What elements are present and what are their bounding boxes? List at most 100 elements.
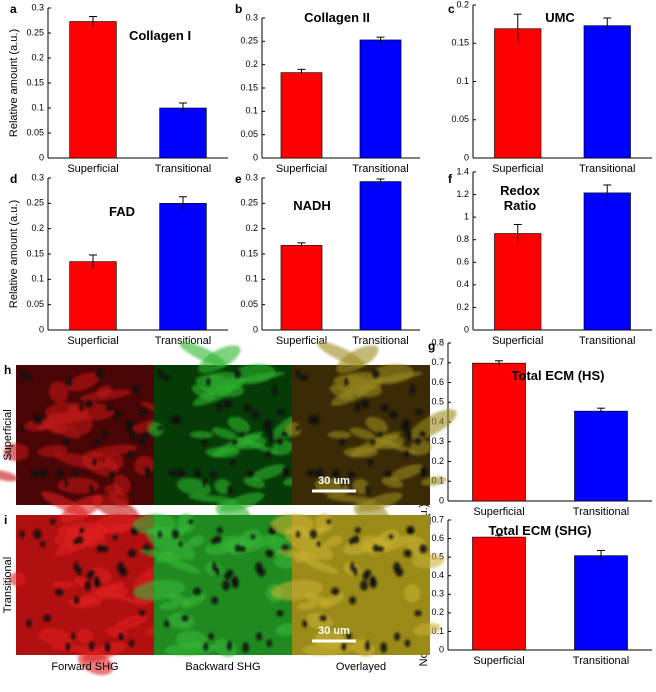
texture (37, 445, 68, 457)
cell (164, 619, 170, 628)
texture (179, 341, 227, 367)
cell (401, 421, 410, 433)
cell (407, 527, 414, 536)
texture (211, 427, 238, 440)
texture (365, 416, 389, 434)
panel-letter: d (10, 172, 17, 186)
cell (187, 518, 194, 525)
y-tick-label: 0 (439, 495, 444, 505)
x-tick-label: Transitional (155, 335, 211, 347)
cell (43, 614, 52, 622)
y-tick-label: 0 (253, 152, 258, 162)
cell (312, 414, 320, 425)
cell (403, 549, 413, 558)
cell (393, 561, 401, 573)
cell (88, 483, 95, 495)
cell (49, 518, 56, 525)
texture (301, 557, 339, 574)
cell (314, 468, 324, 479)
cell (295, 530, 301, 539)
cell (316, 540, 322, 548)
column-label: Forward SHG (51, 661, 118, 673)
cell (299, 374, 309, 381)
chart-title-box: FAD (109, 204, 135, 219)
texture (133, 579, 186, 601)
chart-title-box: UMC (545, 10, 575, 25)
y-tick-label: 0.1 (456, 76, 469, 86)
cell (38, 468, 48, 479)
cell (18, 425, 26, 432)
y-tick-label: 1.4 (456, 166, 469, 176)
image-texture (132, 513, 306, 657)
texture (3, 443, 30, 462)
bar (472, 536, 526, 651)
cell (354, 527, 361, 534)
cell (226, 569, 234, 576)
texture (189, 431, 214, 439)
y-tick-label: 0.8 (431, 337, 444, 347)
panel-letter: g (428, 339, 435, 353)
cell (276, 408, 286, 416)
cell (30, 469, 39, 477)
cell (19, 530, 25, 539)
texture (48, 381, 69, 404)
y-tick-label: 0.6 (456, 257, 469, 267)
texture (211, 431, 263, 458)
chart-title: Total ECM (SHG) (488, 523, 592, 538)
panel-letter: b (235, 2, 242, 16)
y-tick-label: 0.05 (26, 127, 44, 137)
cell (193, 587, 202, 596)
y-tick-label: 0.25 (26, 27, 44, 37)
chart-title-box: Collagen II (304, 10, 370, 25)
texture (413, 622, 441, 636)
cell (226, 640, 233, 652)
x-tick-label: Superficial (473, 655, 524, 667)
y-tick-label: 0 (39, 152, 44, 162)
cell (208, 632, 214, 640)
texture (325, 535, 343, 548)
cell (88, 569, 96, 576)
cell (101, 430, 108, 438)
column-label: Backward SHG (185, 661, 260, 673)
cell (205, 377, 212, 387)
row-label: Transitional (2, 557, 14, 613)
cell (354, 402, 361, 412)
texture (270, 513, 314, 535)
texture (45, 402, 89, 424)
y-tick-label: 0.4 (431, 570, 444, 580)
panel-letter: h (4, 363, 11, 377)
image-texture (9, 491, 181, 676)
error-bar (89, 254, 97, 269)
cell (349, 561, 355, 572)
bar (69, 261, 117, 331)
cell (104, 642, 111, 653)
cell (360, 399, 370, 409)
texture (67, 372, 100, 392)
texture (191, 384, 216, 400)
cell (170, 415, 177, 424)
texture (140, 549, 181, 561)
image-texture (147, 341, 319, 526)
cell (349, 596, 357, 605)
texture (187, 535, 205, 548)
cell (26, 619, 32, 628)
cell (306, 469, 315, 477)
image-texture (270, 513, 444, 657)
error-bar (603, 184, 612, 201)
cell (75, 535, 85, 545)
cell (33, 529, 42, 540)
y-tick-label: 0.3 (431, 589, 444, 599)
cell (419, 466, 427, 475)
bar (583, 25, 631, 159)
y-tick-label: 0.05 (240, 299, 258, 309)
cell (156, 425, 164, 432)
x-tick-label: Transitional (573, 655, 629, 667)
y-tick-label: 0.5 (431, 397, 444, 407)
cell (118, 632, 125, 641)
y-tick-label: 0.15 (451, 38, 469, 48)
cell (62, 437, 70, 446)
y-tick-label: 0.6 (431, 377, 444, 387)
y-tick-label: 0.05 (451, 114, 469, 124)
error-bar (513, 13, 522, 44)
